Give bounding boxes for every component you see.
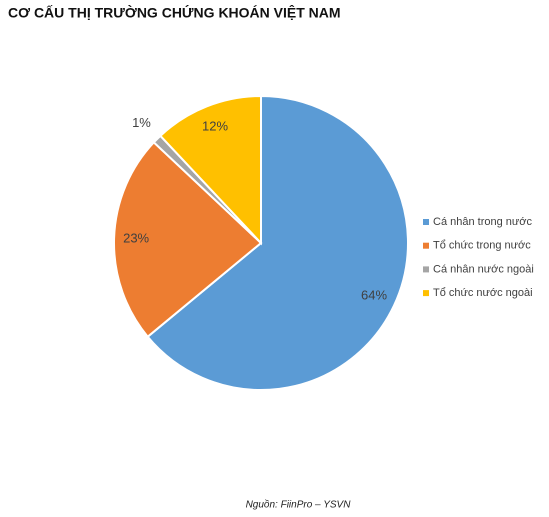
- chart-title: CƠ CẤU THỊ TRƯỜNG CHỨNG KHOÁN VIỆT NAM: [8, 4, 341, 21]
- pie-slice: [113, 140, 263, 339]
- legend-swatch: [423, 290, 429, 297]
- data-label: 12%: [202, 118, 228, 133]
- source-note: Nguồn: FiinPro – YSVN: [246, 499, 352, 511]
- legend-label: Cá nhân trong nước: [433, 216, 532, 228]
- legend-swatch: [423, 242, 429, 249]
- legend-swatch: [423, 266, 429, 273]
- legend-label: Tổ chức nước ngoài: [433, 287, 533, 299]
- data-label: 64%: [361, 288, 387, 303]
- pie-slice: [146, 94, 409, 391]
- pie-slice: [158, 94, 262, 246]
- data-label: 1%: [132, 115, 151, 130]
- legend-swatch: [423, 219, 429, 225]
- legend-label: Tổ chức trong nước: [433, 240, 531, 252]
- data-label: 23%: [123, 231, 149, 246]
- legend-label: Cá nhân nước ngoài: [433, 263, 534, 275]
